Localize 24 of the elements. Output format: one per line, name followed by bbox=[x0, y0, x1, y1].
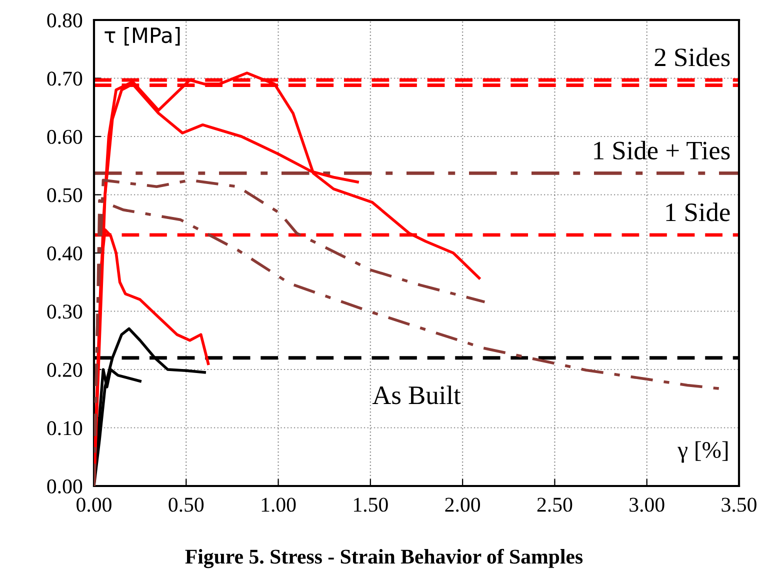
x-axis-title: γ [%] bbox=[678, 441, 728, 463]
x-tick-label: 2.00 bbox=[445, 498, 480, 512]
y-tick-label: 0.80 bbox=[47, 13, 82, 28]
y-tick-label: 0.40 bbox=[47, 246, 82, 261]
y-tick-label: 0.70 bbox=[47, 72, 82, 86]
y-tick-label: 0.10 bbox=[47, 421, 82, 436]
y-tick-label: 0.50 bbox=[47, 188, 82, 202]
x-tick-label: 3.50 bbox=[722, 498, 756, 512]
ref-line-label: As Built bbox=[372, 386, 461, 404]
y-tick-label: 0.00 bbox=[47, 479, 82, 494]
x-tick-label: 0.50 bbox=[168, 498, 204, 512]
ref-line-label: 2 Sides bbox=[654, 48, 730, 66]
ref-line-label: 1 Side + Ties bbox=[594, 140, 730, 160]
y-axis-title: τ [MPa] bbox=[104, 26, 180, 46]
text: Figure 5. Stress - Strain Behavior of Samples bbox=[185, 548, 583, 568]
x-tick-label: 1.00 bbox=[262, 498, 296, 512]
x-tick-label: 2.50 bbox=[537, 498, 572, 512]
y-tick-label: 0.20 bbox=[47, 362, 82, 378]
x-tick-label: 0.00 bbox=[76, 498, 112, 512]
y-tick-label: 0.30 bbox=[47, 304, 82, 319]
ref-line-label: 1 Side bbox=[666, 202, 730, 222]
x-tick-label: 3.00 bbox=[630, 498, 664, 512]
y-tick-label: 0.60 bbox=[47, 130, 82, 144]
x-tick-label: 1.50 bbox=[354, 498, 388, 512]
